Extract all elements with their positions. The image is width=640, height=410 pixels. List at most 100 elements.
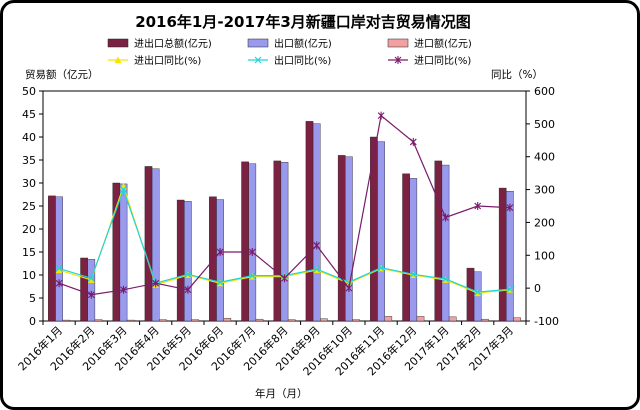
y-tick-label: 10 [22, 269, 36, 282]
lines [55, 111, 514, 299]
bar-export [280, 162, 289, 322]
bar-import [255, 318, 264, 322]
bar-import [513, 317, 521, 322]
legend-label: 进口额(亿元) [414, 37, 472, 50]
y2-tick-label: 500 [534, 118, 555, 131]
point-export-yoy [120, 186, 127, 193]
y2-tick-label: 200 [534, 216, 555, 229]
bar-total [337, 155, 346, 322]
legend-label: 进口同比(%) [414, 55, 471, 67]
bar-export [441, 164, 450, 322]
point-import-yoy [377, 111, 385, 120]
bar-total [80, 257, 88, 322]
legend: 进出口总额(亿元) 出口额(亿元) 进口额(亿元) 进出口同比(%) 出口同比(%) 进口… [107, 37, 472, 67]
bar-export [345, 156, 353, 322]
y-tick-label: 40 [22, 131, 36, 144]
y2-tick-label: 400 [534, 151, 555, 164]
bar-export [55, 196, 63, 322]
point-import-yoy [87, 290, 95, 299]
bar-import [352, 319, 360, 322]
point-export-yoy [506, 285, 514, 293]
y-tick-label: 20 [22, 223, 36, 236]
y-tick-label: 45 [22, 108, 36, 121]
bar-export [216, 199, 224, 322]
x-axis-title: 年月（月） [255, 387, 308, 400]
y-tick-label: 15 [22, 246, 36, 259]
bar-total [434, 160, 443, 322]
y2-tick-label: 600 [534, 85, 555, 98]
y-axis-title: 贸易额（亿元） [25, 68, 99, 81]
bar-total [466, 267, 475, 322]
point-import-yoy [120, 285, 127, 294]
point-export-yoy [184, 270, 192, 278]
point-import-yoy [248, 248, 256, 256]
bar-export [506, 191, 514, 322]
point-import-yoy [474, 202, 482, 210]
point-import-yoy [313, 241, 321, 250]
point-export-yoy [87, 274, 95, 282]
bar-export [184, 201, 192, 322]
bar-total [402, 173, 410, 322]
point-export-yoy [248, 272, 256, 280]
point-import-yoy [152, 279, 160, 288]
y2-tick-label: 0 [534, 282, 541, 295]
point-import-yoy [442, 213, 449, 222]
point-import-yoy [281, 274, 288, 283]
bar-export [409, 178, 418, 322]
y2-tick-label: 100 [534, 249, 555, 262]
legend-label: 进出口同比(%) [134, 54, 201, 67]
y2-axis-title: 同比（%） [491, 68, 543, 81]
point-export-yoy [55, 265, 63, 272]
point-import-yoy [345, 284, 353, 293]
bar-total [48, 195, 56, 322]
point-export-yoy [216, 278, 224, 286]
bar-export [87, 259, 96, 322]
bar-import [126, 319, 135, 322]
y-tick-label: 25 [22, 200, 36, 213]
bar-export [248, 163, 257, 322]
point-import-yoy [184, 285, 192, 294]
chart-title: 2016年1月-2017年3月新疆口岸对吉贸易情况图 [135, 13, 471, 31]
legend-marker [394, 56, 402, 64]
bar-total [273, 160, 282, 322]
bar-import [384, 316, 393, 322]
bar-import [62, 319, 71, 322]
legend-swatch [387, 38, 409, 48]
y-tick-label: 0 [29, 315, 36, 328]
bar-import [94, 319, 103, 322]
bar-export [151, 168, 160, 322]
point-import-yoy [55, 279, 63, 288]
legend-swatch [107, 38, 129, 48]
legend-label: 出口额(亿元) [274, 37, 332, 50]
bars [48, 121, 521, 322]
bar-total [144, 166, 153, 322]
point-import-yoy [216, 248, 224, 256]
bar-export [312, 123, 321, 322]
bar-total [209, 196, 217, 322]
point-export-yoy [313, 265, 321, 273]
legend-marker [254, 56, 262, 64]
bar-import [481, 318, 489, 322]
bar-import [191, 319, 199, 322]
bar-import [416, 316, 425, 322]
x-tick-labels: 2016年1月2016年2月2016年3月2016年4月2016年5月2016年… [15, 323, 516, 378]
bar-import [448, 316, 457, 322]
y-tick-label: 50 [22, 85, 36, 98]
point-export-yoy [377, 264, 385, 272]
bar-import [223, 318, 232, 322]
legend-label: 进出口总额(亿元) [134, 37, 212, 50]
point-export-yoy [409, 270, 417, 278]
bar-total [176, 199, 185, 322]
y2-tick-label: 300 [534, 184, 555, 197]
point-total-yoy [87, 276, 95, 283]
point-import-yoy [409, 137, 417, 146]
bar-export [473, 271, 482, 322]
bar-export [119, 183, 128, 322]
legend-label: 出口同比(%) [274, 54, 331, 67]
bar-import [320, 318, 328, 322]
bar-import [159, 319, 167, 322]
bar-export [377, 141, 385, 322]
chart-svg: 2016年1月-2017年3月新疆口岸对吉贸易情况图 进出口总额(亿元) 出口额(… [15, 13, 559, 400]
point-export-yoy [474, 288, 482, 296]
